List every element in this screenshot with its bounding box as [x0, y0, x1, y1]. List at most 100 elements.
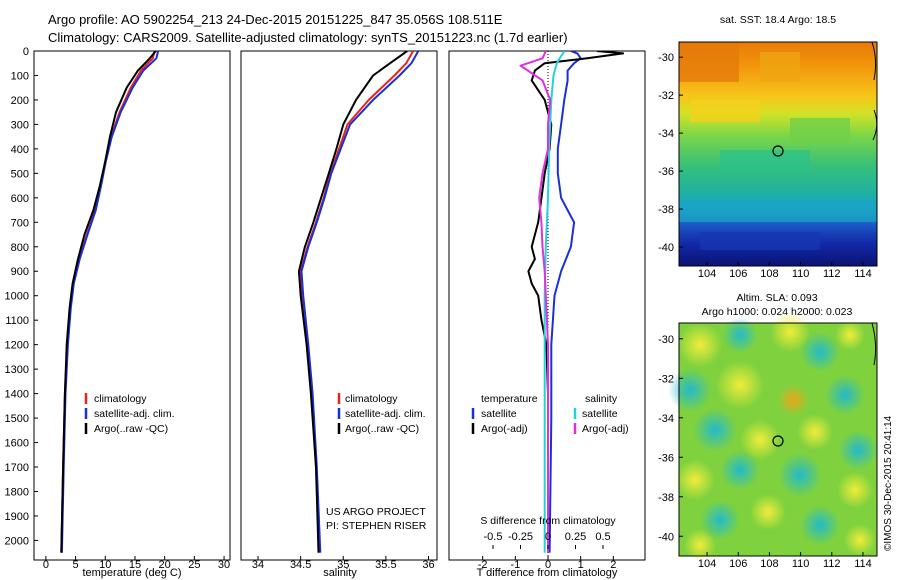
difference-tick-label: 1 [578, 559, 584, 571]
depth-tick-label: 1600 [5, 438, 29, 450]
salinity-tick-label: 35.5 [375, 559, 396, 571]
depth-tick-label: 400 [11, 144, 29, 156]
depth-tick-label: 1700 [5, 462, 29, 474]
depth-tick-label: 1900 [5, 511, 29, 523]
legend-satellite: satellite-adj. clim. [345, 408, 426, 420]
lon-tick-label: 106 [729, 268, 747, 280]
salinity-tick-label: 34 [252, 559, 264, 571]
lat-tick-label: -34 [658, 128, 674, 140]
difference-tick-label: 0 [545, 559, 551, 571]
difference-xlabel: T difference from climatology [477, 567, 618, 579]
temperature-tick-label: 20 [159, 559, 171, 571]
difference-tick-label: -2 [478, 559, 488, 571]
series-salinity-argo-adj [519, 51, 552, 553]
sla-map-title-1: Altim. SLA: 0.093 [736, 292, 817, 304]
series-temperature-satellite [548, 51, 582, 553]
depth-tick-label: 500 [11, 168, 29, 180]
depth-tick-label: 1200 [5, 340, 29, 352]
argo-location-marker [772, 145, 784, 157]
depth-tick-label: 900 [11, 266, 29, 278]
lat-tick-label: -30 [658, 52, 674, 64]
lon-tick-label: 104 [698, 558, 716, 570]
s-difference-tick-label: 0.5 [595, 531, 610, 543]
depth-tick-label: 300 [11, 119, 29, 131]
difference-legend: temperature salinity satellite Argo(-adj… [471, 393, 629, 435]
depth-tick-label: 200 [11, 95, 29, 107]
lat-tick-label: -36 [658, 452, 674, 464]
legend-temp-argo: Argo(-adj) [481, 423, 528, 435]
lon-tick-label: 110 [792, 268, 810, 280]
title-line-2: Climatology: CARS2009. Satellite-adjuste… [48, 30, 568, 45]
s-difference-tick-label: -0.5 [484, 531, 503, 543]
difference-tick-label: -1 [510, 559, 520, 571]
temperature-tick-label: 5 [73, 559, 79, 571]
temperature-xlabel: temperature (deg C) [82, 567, 181, 579]
legend-climatology: climatology [94, 393, 147, 405]
lat-tick-label: -32 [658, 90, 674, 102]
temperature-axes [33, 50, 231, 561]
depth-tick-label: 1400 [5, 389, 29, 401]
temperature-legend: climatology satellite-adj. clim. Argo(..… [84, 393, 175, 435]
lon-tick-label: 112 [823, 268, 841, 280]
imos-timestamp: ©IMOS 30-Dec-2015 20:41:14 [883, 415, 894, 551]
depth-tick-label: 600 [11, 193, 29, 205]
sla-map-title-2: Argo h1000: 0.024 h2000: 0.023 [702, 306, 853, 318]
temperature-tick-label: 15 [129, 559, 141, 571]
lon-tick-label: 110 [792, 558, 810, 570]
s-difference-tick-label: -0.25 [508, 531, 533, 543]
s-difference-label: S difference from climatology [480, 515, 616, 527]
lon-tick-label: 114 [854, 268, 872, 280]
difference-panel: -2 -1 0 1 2 temperature salinity satellite A… [448, 50, 646, 579]
s-difference-tick-label: 0.25 [565, 531, 586, 543]
depth-tick-label: 1300 [5, 364, 29, 376]
series-argo-raw-qc [297, 51, 408, 553]
lat-tick-label: -34 [658, 413, 674, 425]
salinity-tick-label: 35 [337, 559, 349, 571]
legend-temperature-title: temperature [481, 393, 538, 405]
argo-location-marker [772, 435, 784, 447]
legend-sal-satellite: satellite [582, 408, 618, 420]
lat-tick-label: -32 [658, 373, 674, 385]
lat-tick-label: -38 [658, 204, 674, 216]
difference-tick-label: 2 [610, 559, 616, 571]
legend-climatology: climatology [345, 393, 398, 405]
sla-map: Altim. SLA: 0.093 Argo h1000: 0.024 h200… [658, 292, 878, 570]
lon-tick-label: 114 [854, 558, 872, 570]
lat-tick-label: -36 [658, 166, 674, 178]
sst-map: sat. SST: 18.4 Argo: 18.5 -30 -32 -34 -36 -3… [658, 14, 878, 280]
legend-temp-satellite: satellite [481, 408, 517, 420]
lon-tick-label: 108 [760, 558, 778, 570]
salinity-legend: climatology satellite-adj. clim. Argo(..… [337, 393, 426, 435]
temperature-tick-label: 10 [99, 559, 111, 571]
salinity-xlabel: salinity [323, 567, 357, 579]
salinity-axes [240, 50, 438, 561]
s-difference-tick-label: 0 [545, 531, 551, 543]
depth-tick-label: 2000 [5, 535, 29, 547]
series-salinity-satellite [543, 51, 566, 553]
lat-tick-label: -30 [658, 334, 674, 346]
depth-tick-label: 0 [23, 46, 29, 58]
legend-satellite: satellite-adj. clim. [94, 408, 175, 420]
temperature-tick-label: 0 [43, 559, 49, 571]
sst-map-title: sat. SST: 18.4 Argo: 18.5 [720, 14, 836, 26]
depth-tick-label: 100 [11, 70, 29, 82]
temperature-panel: 0100200300400500600700800900100011001200… [5, 46, 453, 579]
depth-tick-label: 1000 [5, 291, 29, 303]
series-satellite-adj-clim [300, 51, 420, 553]
title-line-1: Argo profile: AO 5902254_213 24-Dec-2015… [48, 12, 503, 27]
lon-tick-label: 112 [823, 558, 841, 570]
legend-sal-argo: Argo(-adj) [582, 423, 629, 435]
legend-argo: Argo(..raw -QC) [94, 423, 168, 435]
depth-tick-label: 1100 [5, 315, 29, 327]
lon-tick-label: 104 [698, 268, 716, 280]
legend-salinity-title: salinity [585, 393, 618, 405]
salinity-panel: 34 34.5 35 35.5 36 salinity climatology sate… [240, 50, 438, 579]
lon-tick-label: 106 [729, 558, 747, 570]
credit-project: US ARGO PROJECT [326, 506, 426, 518]
lat-tick-label: -40 [658, 242, 674, 254]
lon-tick-label: 108 [760, 268, 778, 280]
salinity-tick-label: 36 [422, 559, 434, 571]
lat-tick-label: -38 [658, 492, 674, 504]
legend-argo: Argo(..raw -QC) [345, 423, 419, 435]
